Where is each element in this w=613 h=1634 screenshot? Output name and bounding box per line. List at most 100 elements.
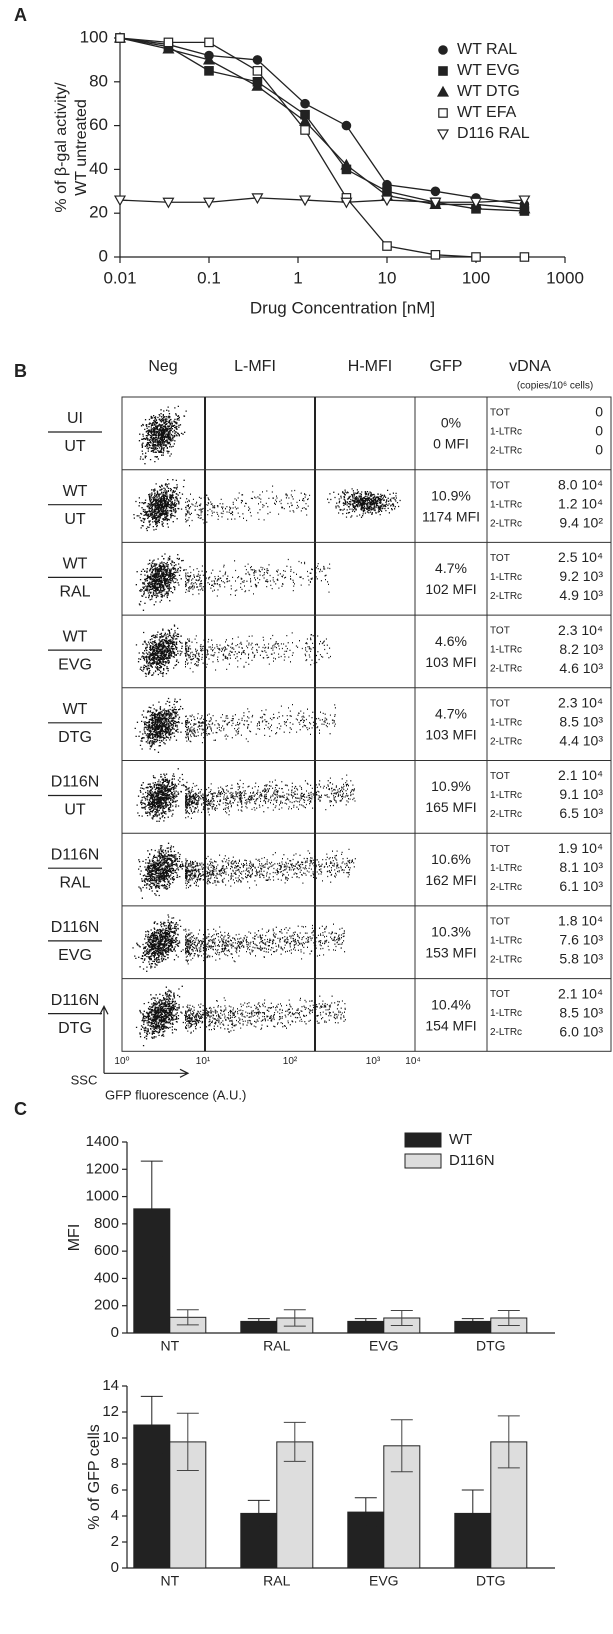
vdna-label: TOT [490,408,510,419]
panel-label: B [14,361,27,381]
legend-marker [436,129,450,141]
gfp-mfi: 153 MFI [425,945,476,961]
legend-label: WT EVG [457,62,520,79]
vdna-label: TOT [490,844,510,855]
gfp-mfi: 102 MFI [425,581,476,597]
x-tick-label: 100 [462,268,490,287]
legend-swatch [404,1132,442,1148]
y-tick-label: 20 [89,203,108,222]
gfp-mfi: 154 MFI [425,1017,476,1033]
vdna-value: 7.6 10³ [559,932,603,948]
column-header: H-MFI [348,358,392,375]
gfp-percent: 10.9% [431,778,471,794]
vdna-label: 2-LTRc [490,518,522,529]
marker [204,66,214,76]
marker [299,195,312,207]
error-bar [283,1421,306,1462]
vdna-label: 2-LTRc [490,809,522,820]
vdna-value: 5.8 10³ [559,951,603,967]
vdna-value: 9.2 10³ [559,568,603,584]
x-tick-label: 10 [378,268,397,287]
row-label-bottom: UT [64,802,86,819]
legend-label: D116N [449,1152,495,1169]
gfp-percent: 10.9% [431,487,471,503]
marker [430,186,441,197]
gfp-mfi: 1174 MFI [422,508,480,524]
marker [430,250,441,260]
vdna-label: 2-LTRc [490,955,522,966]
y-tick-label: 4 [111,1507,119,1524]
y-tick-label: 0 [111,1559,119,1576]
legend-label: WT [449,1131,472,1148]
series-line [119,37,525,212]
x-tick-label: DTG [476,1338,506,1354]
series-line [119,37,525,258]
series-line [119,37,525,206]
error-bar [247,1499,270,1527]
marker [204,37,214,48]
vdna-label: 1-LTRc [490,572,522,583]
x-tick-label: EVG [369,1573,399,1589]
x-tick-label: 1000 [546,268,584,287]
vdna-label: 1-LTRc [490,717,522,728]
gfp-percent: 10.3% [431,924,471,940]
dot-cloud [138,842,356,899]
marker [113,195,127,207]
marker [162,42,175,54]
vdna-value: 9.1 10³ [559,786,603,802]
dot-cloud [138,405,187,465]
row-label-top: WT [63,701,88,718]
vdna-label: 1-LTRc [490,936,522,947]
vdna-value: 1.9 10⁴ [558,840,603,856]
row-label-top: WT [63,628,88,645]
marker [251,193,264,205]
marker [471,252,481,262]
vdna-value: 8.0 10⁴ [558,476,603,492]
vdna-label: 1-LTRc [490,863,522,874]
marker [380,195,394,207]
row-label-bottom: DTG [58,729,92,746]
vdna-label: 1-LTRc [490,1008,522,1019]
gfp-percent: 4.7% [435,560,467,576]
y-tick-label: 0 [111,1324,119,1341]
error-bar [461,1489,484,1538]
marker [519,252,530,262]
y-tick-label: 100 [80,27,108,46]
dot-cloud [135,985,346,1047]
vdna-label: TOT [490,698,510,709]
y-tick-label: 0 [99,246,108,265]
row-label-top: WT [63,556,88,573]
y-axis-label: WT untreated [73,99,90,196]
gfp-mfi: 162 MFI [425,872,476,888]
row-label-top: D116N [51,919,100,936]
axis-arrow [99,1004,190,1078]
x-tick-label: 10³ [366,1056,381,1067]
error-bar [497,1415,520,1469]
marker [340,158,353,170]
vdna-label: TOT [490,553,510,564]
vdna-label: 2-LTRc [490,736,522,747]
marker [251,79,264,91]
row-label-bottom: UT [64,438,86,455]
vdna-label: TOT [490,989,510,1000]
error-bar [354,1497,377,1527]
vdna-value: 6.0 10³ [559,1023,603,1039]
vdna-label: 1-LTRc [490,790,522,801]
error-bar [354,1318,377,1325]
x-tick-label: 10² [283,1056,298,1067]
y-tick-label: 800 [94,1215,119,1232]
vdna-value: 2.1 10⁴ [558,985,603,1001]
column-unit: (copies/10⁶ cells) [517,381,593,392]
gfp-percent: 0% [441,415,461,431]
vdna-value: 8.2 10³ [559,641,603,657]
dot-cloud [136,768,356,822]
vdna-value: 1.8 10⁴ [558,913,603,929]
vdna-value: 6.1 10³ [559,878,603,894]
y-axis-label: % of GFP cells [86,1424,103,1530]
error-bar [390,1309,413,1326]
y-tick-label: 1400 [86,1133,119,1150]
y-tick-label: 200 [94,1297,119,1314]
x-tick-label: EVG [369,1338,399,1354]
